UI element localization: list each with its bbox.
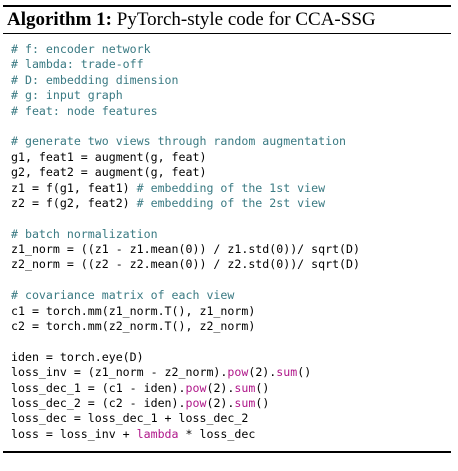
code-text: () [255, 395, 270, 410]
code-comment: # D: embedding dimension [11, 72, 179, 87]
code-line: loss = loss_inv + lambda * loss_dec [11, 427, 451, 442]
code-comment: # lambda: trade-off [11, 57, 144, 72]
code-text: * loss_dec [178, 426, 256, 441]
code-keyword: sum [234, 380, 256, 395]
code-comment: # generate two views through random augm… [11, 134, 347, 149]
code-blank-line [11, 334, 451, 349]
code-text: loss = loss_inv + [11, 426, 137, 441]
code-blank-line [11, 273, 451, 288]
code-block: # f: encoder network # lambda: trade-off #… [3, 34, 451, 451]
top-rule [3, 5, 451, 7]
code-line: loss_dec = loss_dec_1 + loss_dec_2 [11, 411, 249, 426]
code-keyword: sum [276, 365, 298, 380]
code-comment: # covariance matrix of each view [11, 288, 235, 303]
code-keyword: sum [234, 395, 256, 410]
code-line: loss_dec_1 = (c1 - iden).pow(2).sum() [11, 381, 451, 396]
code-line: loss_dec_2 = (c2 - iden).pow(2).sum() [11, 396, 451, 411]
code-text: (2). [206, 380, 235, 395]
code-blank-line [11, 211, 451, 226]
code-text: loss_dec_1 = (c1 - iden). [11, 380, 186, 395]
algorithm-box: Algorithm 1: PyTorch-style code for CCA-… [3, 5, 451, 454]
code-inline-comment: # embedding of the 1st view [136, 180, 326, 195]
title-rule [3, 33, 451, 34]
code-line: loss_inv = (z1_norm - z2_norm).pow(2).su… [11, 365, 451, 380]
code-comment: # f: encoder network [11, 42, 151, 56]
code-keyword: pow [185, 395, 207, 410]
code-text: loss_dec_2 = (c2 - iden). [11, 395, 186, 410]
code-line: z2 = f(g2, feat2) # embedding of the 2st… [11, 196, 451, 211]
code-keyword: lambda [136, 426, 179, 441]
bottom-rule [3, 451, 451, 454]
algorithm-title: Algorithm 1: PyTorch-style code for CCA-… [3, 7, 451, 33]
code-inline-comment: # embedding of the 2st view [136, 195, 326, 210]
code-blank-line [11, 119, 451, 134]
code-line: c2 = torch.mm(z2_norm.T(), z2_norm) [11, 319, 256, 334]
code-text: (2). [248, 365, 277, 380]
code-line: g1, feat1 = augment(g, feat) [11, 149, 207, 164]
code-text: (2). [206, 395, 235, 410]
code-text: () [255, 380, 270, 395]
code-line: iden = torch.eye(D) [11, 349, 144, 364]
code-comment: # feat: node features [11, 103, 158, 118]
code-comment: # batch normalization [11, 226, 158, 241]
code-text: z2 = f(g2, feat2) [11, 195, 137, 210]
code-line: c1 = torch.mm(z1_norm.T(), z1_norm) [11, 303, 256, 318]
code-line: g2, feat2 = augment(g, feat) [11, 165, 207, 180]
code-line: z1 = f(g1, feat1) # embedding of the 1st… [11, 181, 451, 196]
algorithm-caption: PyTorch-style code for CCA-SSG [116, 9, 376, 30]
algorithm-label: Algorithm 1: [7, 9, 113, 30]
code-line: z2_norm = ((z2 - z2.mean(0)) / z2.std(0)… [11, 257, 361, 272]
code-line: z1_norm = ((z1 - z1.mean(0)) / z1.std(0)… [11, 242, 361, 257]
code-keyword: pow [185, 380, 207, 395]
code-keyword: pow [227, 365, 249, 380]
code-text: loss_inv = (z1_norm - z2_norm). [11, 365, 228, 380]
code-text: z1 = f(g1, feat1) [11, 180, 137, 195]
code-text: () [297, 365, 312, 380]
code-comment: # g: input graph [11, 88, 123, 103]
